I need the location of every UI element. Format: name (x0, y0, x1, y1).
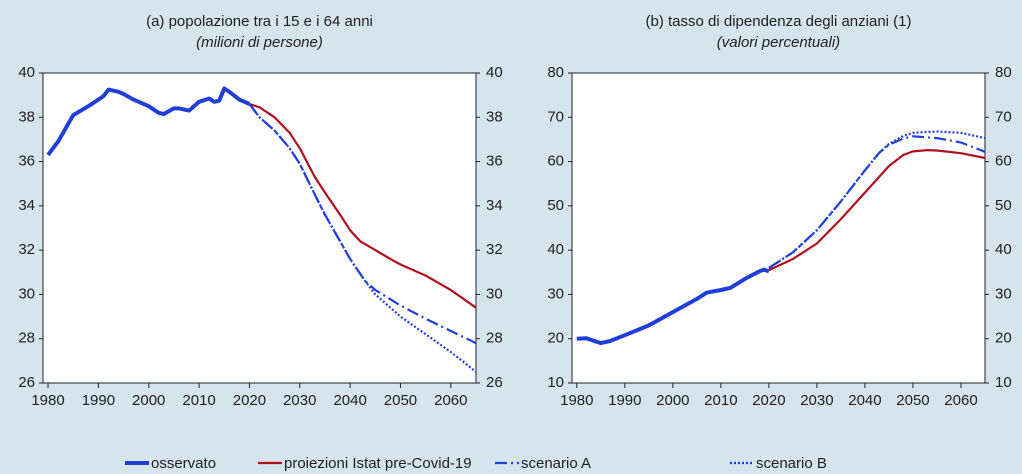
y-tick-label: 32 (18, 241, 35, 258)
x-tick-label: 2020 (233, 392, 266, 409)
y2-tick-label: 32 (486, 241, 503, 258)
y-tick-label: 38 (18, 108, 35, 125)
x-tick-label: 2030 (283, 392, 316, 409)
y-tick-label: 50 (547, 197, 564, 214)
y2-tick-label: 34 (486, 197, 503, 214)
y2-tick-label: 28 (486, 330, 503, 347)
chart-subtitle: (valori percentuali) (717, 34, 840, 51)
y2-tick-label: 36 (486, 153, 503, 170)
y-tick-label: 70 (547, 108, 564, 125)
plot-area (571, 72, 986, 384)
x-tick-label: 1980 (31, 392, 64, 409)
x-tick-label: 2060 (944, 392, 977, 409)
y-tick-label: 30 (547, 285, 564, 302)
x-tick-label: 1980 (560, 392, 593, 409)
y-tick-label: 60 (547, 153, 564, 170)
y2-tick-label: 26 (486, 374, 503, 391)
legend-label: osservato (151, 455, 216, 472)
line-series (248, 103, 477, 373)
x-tick-label: 2000 (132, 392, 165, 409)
x-tick-label: 2020 (752, 392, 785, 409)
y-tick-label: 40 (547, 241, 564, 258)
line-series (768, 135, 986, 269)
x-tick-label: 2060 (434, 392, 467, 409)
y2-tick-label: 80 (995, 64, 1012, 81)
y2-tick-label: 38 (486, 108, 503, 125)
y-tick-label: 30 (18, 285, 35, 302)
y-tick-label: 28 (18, 330, 35, 347)
y-tick-label: 80 (547, 64, 564, 81)
chart-title: (a) popolazione tra i 15 e i 64 anni (146, 13, 373, 30)
y-tick-label: 26 (18, 374, 35, 391)
y-tick-label: 20 (547, 330, 564, 347)
x-tick-label: 2050 (384, 392, 417, 409)
x-tick-label: 2010 (704, 392, 737, 409)
line-series (46, 86, 251, 157)
x-tick-label: 2040 (848, 392, 881, 409)
y-tick-label: 36 (18, 153, 35, 170)
legend-label: scenario B (756, 455, 827, 472)
y2-tick-label: 40 (486, 64, 503, 81)
x-tick-label: 1990 (82, 392, 115, 409)
legend-label: proiezioni Istat pre-Covid-19 (284, 455, 472, 472)
chart-title: (b) tasso di dipendenza degli anziani (1… (646, 13, 912, 30)
y2-tick-label: 60 (995, 153, 1012, 170)
y2-tick-label: 50 (995, 197, 1012, 214)
x-tick-label: 2000 (656, 392, 689, 409)
y2-tick-label: 40 (995, 241, 1012, 258)
legend-label: scenario A (521, 455, 591, 472)
x-tick-label: 2030 (800, 392, 833, 409)
y-tick-label: 40 (18, 64, 35, 81)
y-tick-label: 34 (18, 197, 35, 214)
y2-tick-label: 30 (995, 285, 1012, 302)
line-series (576, 267, 770, 346)
x-tick-label: 2010 (182, 392, 215, 409)
y-tick-label: 10 (547, 374, 564, 391)
y2-tick-label: 70 (995, 108, 1012, 125)
y2-tick-label: 30 (486, 285, 503, 302)
x-tick-label: 2050 (896, 392, 929, 409)
plot-area (42, 72, 477, 384)
chart-subtitle: (milioni di persone) (196, 34, 323, 51)
line-series (249, 102, 477, 309)
y2-tick-label: 10 (995, 374, 1012, 391)
x-tick-label: 2040 (333, 392, 366, 409)
line-series (768, 130, 986, 269)
x-tick-label: 1990 (608, 392, 641, 409)
y2-tick-label: 20 (995, 330, 1012, 347)
line-series (768, 149, 986, 272)
